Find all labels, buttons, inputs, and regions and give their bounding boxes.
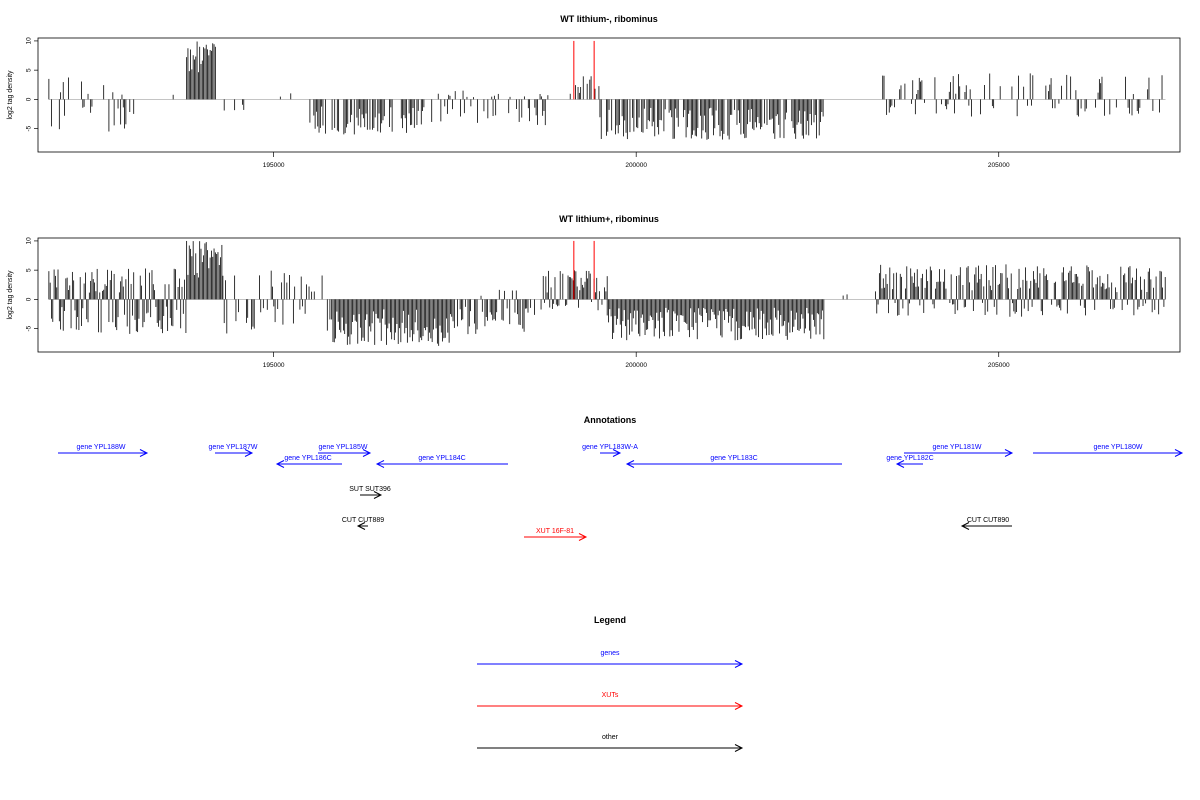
arrow-head: [244, 449, 254, 457]
chart-title: WT lithium+, ribominus: [559, 214, 659, 224]
feature-label: gene YPL187W: [209, 444, 258, 451]
arrow-head: [734, 702, 744, 710]
feature-arrow: [904, 449, 1014, 457]
feature-label: gene YPL183W-A: [582, 444, 638, 451]
feature-arrow: [318, 449, 372, 457]
y-tick-label: 5: [26, 268, 33, 272]
arrow-head: [1004, 449, 1014, 457]
x-tick-label: 205000: [988, 362, 1010, 369]
legend-arrow: [477, 660, 744, 668]
legend-title: Legend: [594, 615, 626, 625]
feature-arrow: [58, 449, 149, 457]
y-tick-label: 0: [26, 97, 33, 101]
y-axis-label: log2 tag density: [7, 70, 14, 120]
x-tick-label: 200000: [625, 162, 647, 169]
arrow-head: [734, 660, 744, 668]
feature-label: CUT CUT889: [342, 517, 384, 524]
feature-arrow: [356, 522, 368, 530]
y-tick-label: -5: [26, 325, 33, 331]
arrow-head: [612, 449, 622, 457]
feature-arrow: [215, 449, 254, 457]
feature-label: gene YPL180W: [1094, 444, 1143, 451]
feature-label: CUT CUT890: [967, 517, 1009, 524]
feature-label: gene YPL181W: [933, 444, 982, 451]
feature-label: XUT 16F-81: [536, 528, 574, 535]
feature-label: gene YPL182C: [886, 455, 933, 462]
y-tick-label: 10: [26, 37, 33, 45]
x-tick-label: 205000: [988, 162, 1010, 169]
arrow-head: [139, 449, 149, 457]
y-tick-label: 10: [26, 237, 33, 245]
feature-arrow: [600, 449, 622, 457]
bar-series: [48, 41, 1163, 140]
y-tick-label: 0: [26, 297, 33, 301]
feature-arrow: [895, 460, 923, 468]
legend-arrow: [477, 702, 744, 710]
legend-label: genes: [600, 650, 620, 657]
y-axis-label: log2 tag density: [7, 270, 14, 320]
feature-label: gene YPL188W: [77, 444, 126, 451]
feature-label: gene YPL186C: [284, 455, 331, 462]
legend-arrow: [477, 744, 744, 752]
plot-frame: [37, 237, 1181, 353]
feature-arrow: [360, 491, 383, 499]
feature-arrow: [375, 460, 508, 468]
feature-label: SUT SUT396: [349, 486, 391, 493]
arrow-head: [1174, 449, 1184, 457]
arrow-head: [375, 460, 385, 468]
y-tick-label: -5: [26, 125, 33, 131]
plot-frame: [37, 37, 1181, 153]
x-tick-label: 195000: [263, 362, 285, 369]
y-tick-label: 5: [26, 68, 33, 72]
arrow-head: [373, 491, 383, 499]
annotations-title: Annotations: [584, 415, 637, 425]
feature-label: gene YPL184C: [418, 455, 465, 462]
arrow-head: [895, 460, 905, 468]
x-tick-label: 200000: [625, 362, 647, 369]
legend-label: other: [602, 734, 619, 741]
arrow-head: [625, 460, 635, 468]
arrow-head: [960, 522, 970, 530]
chart-title: WT lithium-, ribominus: [560, 14, 658, 24]
feature-arrow: [960, 522, 1012, 530]
arrow-head: [734, 744, 744, 752]
feature-arrow: [275, 460, 342, 468]
feature-arrow: [1033, 449, 1184, 457]
feature-label: gene YPL185W: [319, 444, 368, 451]
arrow-head: [275, 460, 285, 468]
arrow-head: [578, 533, 588, 541]
feature-arrow: [524, 533, 588, 541]
bar-series: [48, 240, 1166, 346]
arrow-head: [356, 522, 366, 530]
feature-arrow: [625, 460, 842, 468]
arrow-head: [362, 449, 372, 457]
feature-label: gene YPL183C: [710, 455, 757, 462]
legend-label: XUTs: [602, 692, 619, 699]
x-tick-label: 195000: [263, 162, 285, 169]
